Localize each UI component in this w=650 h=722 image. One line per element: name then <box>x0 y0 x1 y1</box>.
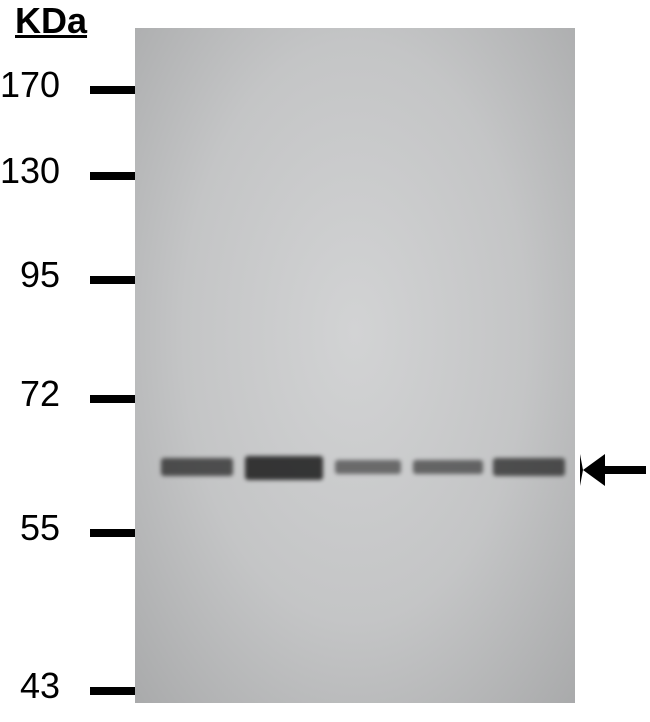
mw-label: 72 <box>20 373 60 415</box>
mw-tick <box>90 687 135 695</box>
blot-membrane <box>135 28 575 703</box>
mw-label: 43 <box>20 665 60 707</box>
mw-tick <box>90 395 135 403</box>
mw-label: 95 <box>20 254 60 296</box>
band-arrow-shaft <box>598 466 646 474</box>
band-arrow-head <box>580 454 605 486</box>
kda-unit-label: KDa <box>15 0 87 42</box>
protein-band <box>161 458 233 476</box>
mw-tick <box>90 86 135 94</box>
mw-tick <box>90 172 135 180</box>
protein-band <box>413 460 483 474</box>
mw-tick <box>90 529 135 537</box>
mw-label: 55 <box>20 507 60 549</box>
protein-band <box>493 458 565 476</box>
western-blot-figure: KDa 170 130 95 72 55 43 A B C D E <box>0 0 650 722</box>
mw-label: 130 <box>0 150 60 192</box>
protein-band <box>245 456 323 480</box>
mw-label: 170 <box>0 64 60 106</box>
blot-background <box>135 28 575 703</box>
protein-band <box>335 460 401 474</box>
mw-tick <box>90 276 135 284</box>
